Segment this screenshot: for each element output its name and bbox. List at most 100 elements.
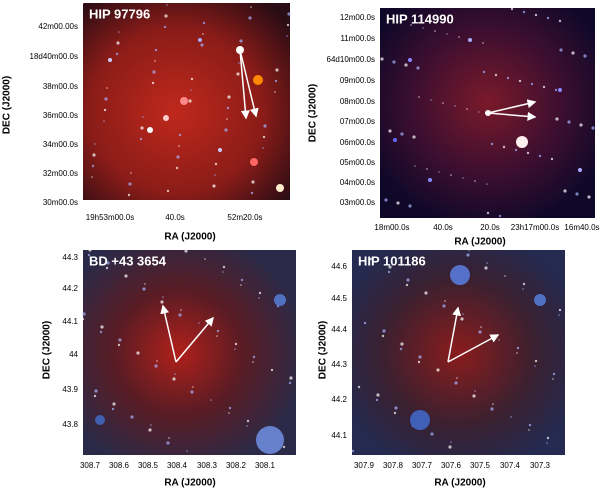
star [468, 249, 470, 251]
star [270, 368, 274, 372]
star [388, 129, 392, 133]
x-tick-label: 308.1 [255, 461, 276, 470]
star [498, 214, 502, 218]
y-axis-label: DEC (J2000) [318, 321, 329, 379]
star [528, 423, 532, 427]
star [151, 81, 155, 85]
star [166, 4, 168, 6]
star [424, 291, 428, 295]
star [555, 117, 559, 121]
panel-title: HIP 97796 [89, 6, 150, 21]
star [91, 176, 93, 178]
star [100, 325, 104, 329]
star [567, 120, 571, 124]
star [575, 192, 579, 196]
star [351, 449, 355, 453]
star [450, 265, 470, 285]
star [558, 19, 562, 23]
star [558, 88, 562, 92]
x-axis-label: RA (J2000) [454, 237, 505, 248]
star [552, 378, 554, 380]
star [454, 381, 458, 385]
star [204, 258, 206, 260]
star [393, 138, 397, 142]
star [528, 429, 530, 431]
star [124, 274, 128, 278]
star [534, 294, 546, 306]
star [486, 211, 490, 215]
y-tick-label: 44.2 [331, 395, 347, 404]
star [118, 31, 120, 33]
star [176, 155, 180, 159]
star [410, 24, 412, 26]
star [484, 266, 488, 270]
star [486, 183, 488, 185]
star [546, 436, 550, 440]
star [418, 355, 422, 359]
y-axis-label: DEC (J2000) [308, 84, 319, 142]
star [490, 407, 494, 411]
star [91, 164, 95, 168]
star [106, 261, 110, 265]
star [180, 97, 188, 105]
star [190, 77, 194, 81]
star [460, 317, 464, 321]
star [253, 75, 263, 85]
star [94, 143, 96, 145]
star [526, 151, 530, 155]
arrow [447, 334, 500, 363]
star [172, 377, 176, 381]
star [522, 282, 526, 286]
star [363, 321, 367, 325]
star [274, 294, 286, 306]
star [190, 89, 192, 91]
star [163, 115, 169, 121]
star [184, 249, 188, 253]
star [571, 51, 575, 55]
star [103, 120, 105, 122]
star [472, 394, 476, 398]
star [504, 275, 506, 277]
star [510, 7, 514, 11]
star [428, 178, 432, 182]
star [186, 450, 188, 452]
star [399, 347, 403, 351]
star [408, 58, 412, 62]
star [490, 142, 494, 146]
star [227, 95, 231, 99]
x-tick-label: 308.4 [167, 461, 188, 470]
star [454, 105, 456, 107]
star [226, 106, 230, 110]
star [462, 313, 464, 315]
star [150, 424, 152, 426]
star [239, 39, 243, 43]
star [516, 136, 528, 148]
y-tick-label: 44.1 [331, 431, 347, 440]
star [214, 174, 216, 176]
x-tick-label: 20.0s [480, 223, 500, 232]
star [117, 343, 121, 347]
star [148, 428, 152, 432]
star [448, 445, 452, 449]
star [238, 62, 240, 64]
star [478, 111, 480, 113]
star [282, 445, 286, 449]
star [387, 270, 391, 274]
star [226, 118, 228, 120]
star [166, 189, 170, 193]
y-tick-label: 44 [69, 350, 78, 359]
star [234, 342, 238, 346]
x-tick-label: 307.9 [354, 461, 375, 470]
star [559, 48, 563, 52]
star [262, 147, 264, 149]
x-tick-label: 308.5 [138, 461, 159, 470]
star [542, 85, 546, 89]
star [456, 377, 458, 379]
x-tick-label: 18m00.0s [374, 223, 409, 232]
star [446, 33, 448, 35]
y-tick-label: 18d40m00.0s [30, 52, 78, 61]
star [410, 410, 430, 430]
star [498, 339, 500, 341]
star [130, 172, 132, 174]
x-axis-label: RA (J2000) [434, 478, 485, 489]
